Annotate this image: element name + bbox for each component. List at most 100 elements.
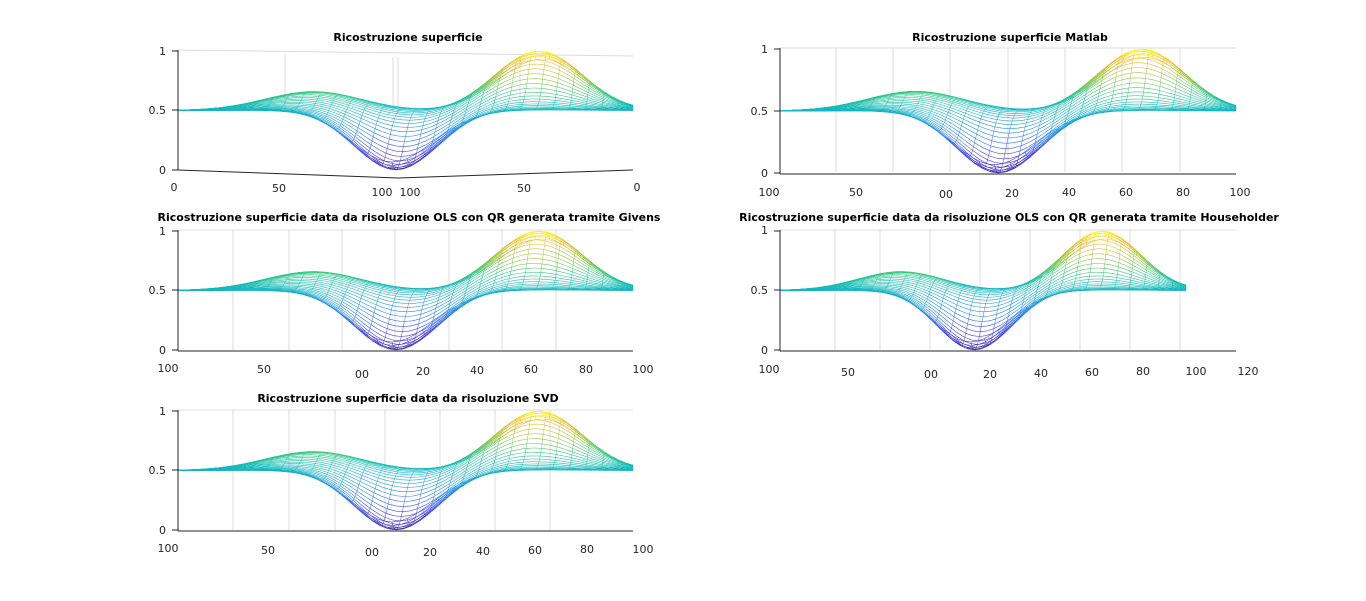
subplot-1-ztick-2: 1 (159, 45, 166, 58)
surface-mesh-line-919 (323, 102, 332, 105)
surface-mesh-line-1420 (490, 73, 498, 81)
surface-mesh-line-318 (307, 114, 316, 118)
surface-mesh-line-1068 (544, 64, 552, 68)
surface-mesh-line-1105 (372, 110, 381, 113)
surface-mesh-line-682 (342, 118, 351, 124)
surface-mesh-line-736 (298, 104, 307, 106)
surface-mesh-line-1106 (380, 112, 388, 115)
surface-mesh-line-442 (338, 126, 347, 133)
surface-mesh-line-570 (401, 155, 409, 157)
surface-mesh-line-1113 (433, 111, 442, 115)
surface-mesh-line-711 (563, 95, 572, 98)
surface-mesh-line-1038 (317, 97, 326, 100)
surface-mesh-line-1217 (312, 93, 321, 95)
surface-mesh-line-920 (331, 104, 340, 108)
surface-mesh-line-1431 (569, 64, 577, 71)
surface-mesh-line-412 (569, 106, 578, 108)
surface-mesh-line-619 (319, 111, 327, 115)
surface-mesh-line-1221 (343, 97, 352, 101)
surface-mesh-line-1069 (551, 66, 560, 71)
surface-mesh-line-1480 (491, 74, 499, 81)
surface-mesh-line-712 (571, 97, 580, 100)
surface-mesh-line-836 (602, 101, 611, 105)
surface-mesh-line-741 (336, 113, 345, 117)
surface-mesh-line-925 (369, 118, 378, 122)
surface-mesh-line-1288 (398, 110, 407, 112)
surface-mesh-line-835 (595, 99, 603, 103)
surface-mesh-line-788 (238, 106, 247, 109)
surface-mesh-line-911 (262, 102, 271, 105)
surface-mesh-line-1421 (497, 67, 506, 74)
surface-mesh-line-889 (550, 80, 558, 83)
surface-mesh-line-509 (392, 159, 401, 162)
surface-mesh-line-847 (231, 107, 240, 109)
surface-mesh-line-912 (270, 101, 278, 104)
surface-mesh-line-376 (293, 110, 302, 113)
surface-mesh-line-649 (547, 96, 556, 98)
surface-mesh-line-574 (431, 138, 440, 145)
surface-mesh-line-684 (357, 127, 366, 133)
surface-mesh-line-599 (625, 108, 634, 110)
surface-mesh-line-1172 (426, 111, 435, 114)
surface-mesh-line-658 (617, 107, 626, 109)
surface-mesh-line-899 (625, 106, 634, 108)
surface-mesh-line-631 (409, 148, 418, 152)
surface-mesh-line-825 (519, 83, 527, 86)
surface-mesh-line-531 (562, 103, 571, 105)
surface-mesh-line-1740 (239, 105, 241, 107)
surface-mesh-line-1402 (354, 97, 363, 101)
surface-mesh-line-404 (506, 106, 515, 109)
surface-mesh-line-1188 (545, 57, 554, 60)
surface-mesh-line-1000 (483, 85, 492, 92)
surface-mesh-line-1099 (326, 97, 335, 100)
surface-mesh-line-1160 (335, 97, 343, 100)
surface-mesh-line-438 (309, 112, 317, 116)
surface-mesh-line-654 (586, 102, 595, 105)
surface-mesh-line-315 (285, 110, 294, 112)
surface-mesh-line-563 (348, 128, 357, 135)
subplot-2-xtick-l0: 100 (759, 186, 780, 199)
surface-mesh-line-392 (413, 158, 422, 164)
surface-mesh-line-955 (595, 95, 604, 100)
surface-mesh-line-993 (431, 117, 439, 121)
surface-mesh-line-1112 (425, 114, 434, 117)
surface-mesh-line-1417 (468, 90, 476, 96)
surface-mesh-line-199 (313, 117, 321, 121)
surface-mesh-line-641 (486, 102, 495, 107)
surface-mesh-line-755 (442, 122, 451, 129)
surface-mesh-line-35 (430, 137, 439, 145)
surface-mesh-line-971 (263, 101, 271, 104)
surface-mesh-line-676 (297, 106, 306, 108)
surface-mesh-line-1103 (357, 105, 366, 109)
surface-mesh-line-204 (349, 141, 358, 149)
surface-mesh-line-1102 (349, 102, 358, 106)
surface-mesh-line-790 (253, 105, 262, 107)
surface-mesh-line-474 (585, 106, 594, 109)
surface-mesh-line-411 (561, 106, 570, 108)
surface-mesh-line-814 (435, 123, 444, 129)
surface-mesh-line-913 (277, 100, 286, 103)
surface-mesh-line-732 (268, 105, 276, 107)
surface-mesh-line-1223 (359, 102, 368, 106)
surface-mesh-line-1168 (396, 113, 405, 115)
surface-mesh-line-510 (400, 159, 408, 162)
surface-mesh-line-1345 (376, 104, 385, 107)
surface-mesh-line-462 (491, 107, 500, 111)
surface-mesh-line-869 (398, 131, 407, 133)
surface-mesh-line-340 (473, 115, 483, 120)
surface-mesh-line-743 (351, 120, 360, 125)
surface-mesh-line-1247 (538, 53, 547, 55)
surface-mesh-line-1479 (483, 80, 492, 87)
surface-mesh-line-1007 (536, 68, 544, 70)
surface-mesh-line-872 (421, 127, 430, 131)
surface-mesh-line-1426 (533, 51, 542, 53)
surface-mesh-line-1284 (367, 103, 376, 106)
surface-mesh-line-1286 (383, 107, 392, 110)
surface-mesh-line-1227 (389, 110, 398, 113)
surface-mesh-line-1011 (566, 77, 574, 82)
surface-mesh-line-589 (547, 99, 556, 101)
surface-mesh-line-643 (501, 98, 510, 101)
surface-mesh-line-1158 (319, 94, 328, 97)
surface-mesh-line-504 (354, 136, 363, 143)
surface-mesh-line-778 (617, 106, 626, 108)
